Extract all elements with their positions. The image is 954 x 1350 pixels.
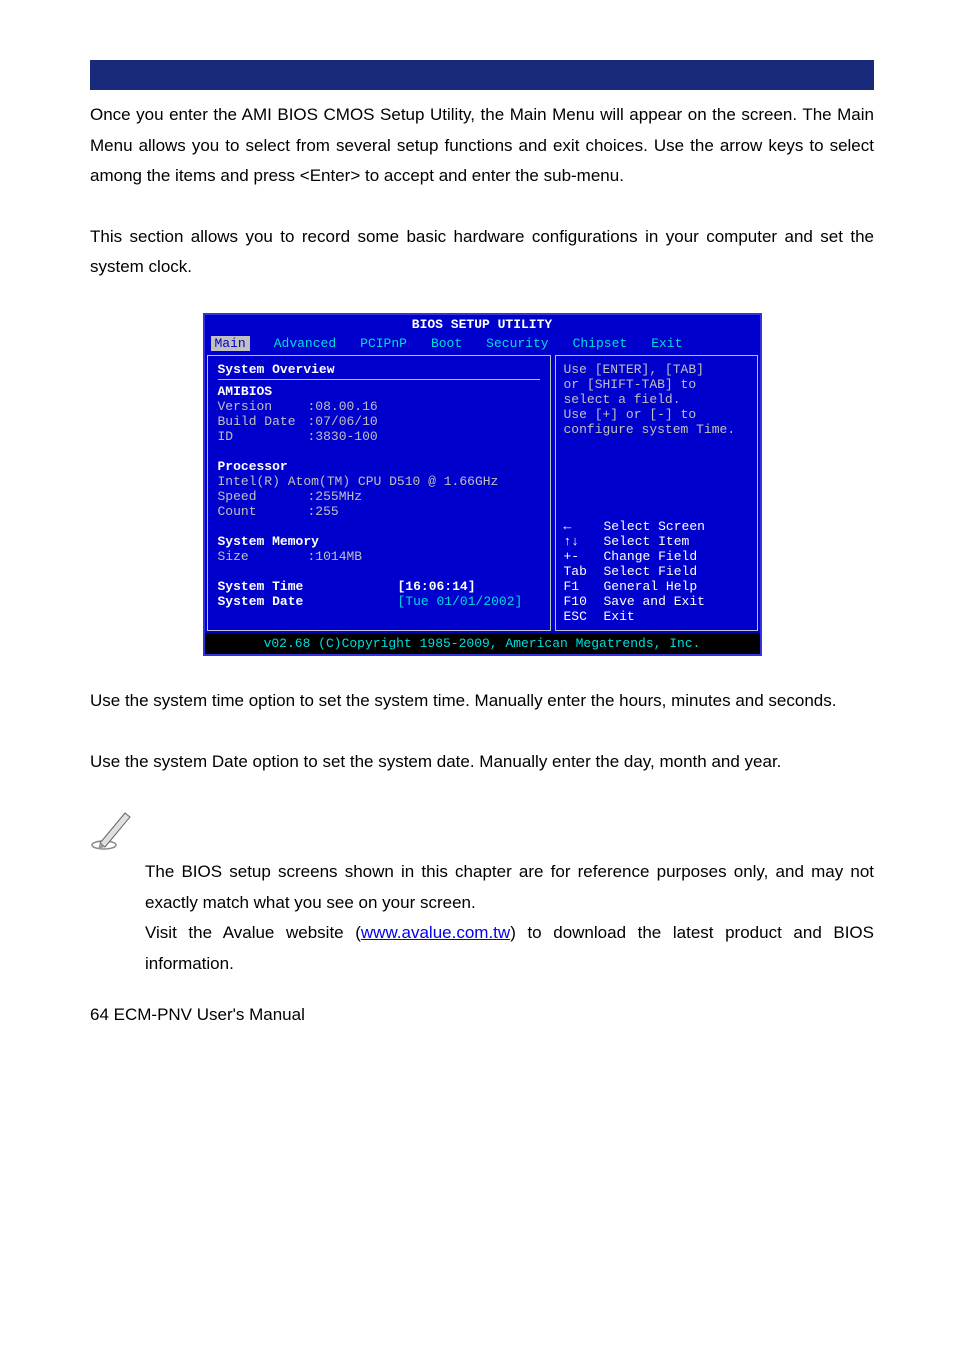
menu-main: Main xyxy=(211,336,250,351)
id-value: :3830-100 xyxy=(308,429,378,444)
page-footer: 64 ECM-PNV User's Manual xyxy=(90,1005,874,1025)
bios-help-block: ←Select Screen ↑↓Select Item +-Change Fi… xyxy=(564,519,749,624)
bios-hint-block: Use [ENTER], [TAB] or [SHIFT-TAB] to sel… xyxy=(564,362,749,437)
system-time-row: System Time [16:06:14] xyxy=(218,579,540,594)
version-value: :08.00.16 xyxy=(308,399,378,414)
system-time-label: System Time xyxy=(218,579,398,594)
hint-line: select a field. xyxy=(564,392,749,407)
menu-chipset: Chipset xyxy=(573,336,628,351)
system-overview-heading: System Overview xyxy=(218,362,540,377)
help-line: TabSelect Field xyxy=(564,564,749,579)
pencil-icon xyxy=(90,807,140,857)
processor-label: Processor xyxy=(218,459,540,474)
note-line1: The BIOS setup screens shown in this cha… xyxy=(145,862,874,912)
version-label: Version xyxy=(218,399,308,414)
note-block xyxy=(90,807,874,857)
system-date-paragraph: Use the system Date option to set the sy… xyxy=(90,747,874,778)
speed-value: :255MHz xyxy=(308,489,363,504)
help-line: ←Select Screen xyxy=(564,519,749,534)
size-value: :1014MB xyxy=(308,549,363,564)
system-date-row: System Date [Tue 01/01/2002] xyxy=(218,594,540,609)
count-label: Count xyxy=(218,504,308,519)
bios-menu-bar: Main Advanced PCIPnP Boot Security Chips… xyxy=(205,334,760,353)
hint-line: or [SHIFT-TAB] to xyxy=(564,377,749,392)
system-time-paragraph: Use the system time option to set the sy… xyxy=(90,686,874,717)
bios-body: System Overview AMIBIOS Version :08.00.1… xyxy=(205,353,760,633)
processor-count-row: Count :255 xyxy=(218,504,540,519)
system-time-value: [16:06:14] xyxy=(398,579,476,594)
amibios-label: AMIBIOS xyxy=(218,384,540,399)
hint-line: configure system Time. xyxy=(564,422,749,437)
bios-right-panel: Use [ENTER], [TAB] or [SHIFT-TAB] to sel… xyxy=(555,355,758,631)
menu-pcipnp: PCIPnP xyxy=(360,336,407,351)
builddate-value: :07/06/10 xyxy=(308,414,378,429)
note-text: The BIOS setup screens shown in this cha… xyxy=(90,857,874,979)
section-header-bar xyxy=(90,60,874,90)
builddate-label: Build Date xyxy=(218,414,308,429)
hint-line: Use [+] or [-] to xyxy=(564,407,749,422)
help-line: ESCExit xyxy=(564,609,749,624)
menu-advanced: Advanced xyxy=(274,336,336,351)
help-line: +-Change Field xyxy=(564,549,749,564)
avalue-link[interactable]: www.avalue.com.tw xyxy=(361,923,510,942)
menu-exit: Exit xyxy=(651,336,682,351)
amibios-version-row: Version :08.00.16 xyxy=(218,399,540,414)
speed-label: Speed xyxy=(218,489,308,504)
system-date-value: [Tue 01/01/2002] xyxy=(398,594,523,609)
help-line: F1General Help xyxy=(564,579,749,594)
size-label: Size xyxy=(218,549,308,564)
menu-security: Security xyxy=(486,336,548,351)
memory-size-row: Size :1014MB xyxy=(218,549,540,564)
intro-paragraph: Once you enter the AMI BIOS CMOS Setup U… xyxy=(90,100,874,192)
help-line: F10Save and Exit xyxy=(564,594,749,609)
processor-speed-row: Speed :255MHz xyxy=(218,489,540,504)
system-date-label: System Date xyxy=(218,594,398,609)
amibios-builddate-row: Build Date :07/06/10 xyxy=(218,414,540,429)
memory-label: System Memory xyxy=(218,534,540,549)
section-paragraph: This section allows you to record some b… xyxy=(90,222,874,283)
bios-footer: v02.68 (C)Copyright 1985-2009, American … xyxy=(205,633,760,654)
note-line2-pre: Visit the Avalue website ( xyxy=(145,923,361,942)
count-value: :255 xyxy=(308,504,339,519)
bios-screenshot: BIOS SETUP UTILITY Main Advanced PCIPnP … xyxy=(203,313,762,656)
bios-left-panel: System Overview AMIBIOS Version :08.00.1… xyxy=(207,355,551,631)
bios-title: BIOS SETUP UTILITY xyxy=(205,315,760,334)
menu-boot: Boot xyxy=(431,336,462,351)
help-line: ↑↓Select Item xyxy=(564,534,749,549)
amibios-id-row: ID :3830-100 xyxy=(218,429,540,444)
id-label: ID xyxy=(218,429,308,444)
hint-line: Use [ENTER], [TAB] xyxy=(564,362,749,377)
processor-name: Intel(R) Atom(TM) CPU D510 @ 1.66GHz xyxy=(218,474,540,489)
